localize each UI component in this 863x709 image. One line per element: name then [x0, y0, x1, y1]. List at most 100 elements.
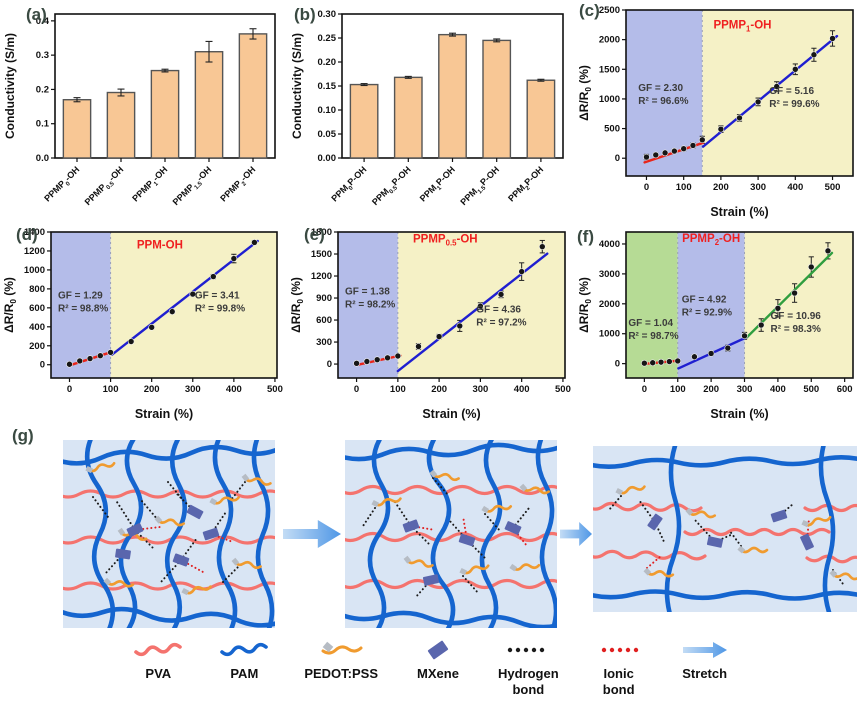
- svg-text:100: 100: [670, 384, 686, 395]
- svg-text:100: 100: [390, 384, 406, 395]
- svg-text:100: 100: [103, 384, 119, 395]
- legend-label-ibond: Ionic bond: [602, 666, 635, 698]
- svg-text:R² = 97.2%: R² = 97.2%: [476, 318, 526, 329]
- svg-text:Conductivity (S/m): Conductivity (S/m): [290, 33, 304, 139]
- svg-text:GF = 1.29: GF = 1.29: [58, 290, 103, 301]
- svg-text:400: 400: [770, 384, 786, 395]
- svg-text:0: 0: [327, 359, 332, 370]
- svg-text:400: 400: [29, 321, 45, 332]
- svg-text:Strain (%): Strain (%): [135, 407, 193, 421]
- svg-text:400: 400: [514, 384, 530, 395]
- svg-text:0: 0: [642, 384, 647, 395]
- panel-e-tag: (e): [304, 225, 325, 244]
- svg-text:Strain (%): Strain (%): [710, 205, 768, 219]
- svg-text:ΔR/R0 (%): ΔR/R0 (%): [577, 65, 593, 121]
- legend-label-mxene: MXene: [417, 666, 459, 681]
- panel-g: PVA PAM PEDOT:PSS MXene Hydrogen bond Io…: [0, 424, 863, 709]
- panel-b-tag: (b): [294, 5, 316, 24]
- svg-text:300: 300: [737, 384, 753, 395]
- svg-text:ΔR/R0 (%): ΔR/R0 (%): [289, 277, 305, 333]
- legend-label-pam: PAM: [230, 666, 259, 681]
- svg-text:PPMP0.5-OH: PPMP0.5-OH: [413, 234, 478, 248]
- svg-text:PPM0P-OH: PPM0P-OH: [329, 164, 370, 205]
- svg-text:PPMP2-OH: PPMP2-OH: [218, 164, 259, 205]
- legend-label-hbond: Hydrogen bond: [498, 666, 559, 698]
- svg-text:PPMP0-OH: PPMP0-OH: [42, 164, 83, 205]
- svg-text:1000: 1000: [599, 93, 620, 104]
- svg-text:200: 200: [713, 182, 729, 193]
- svg-text:PPM1P-OH: PPM1P-OH: [418, 164, 459, 205]
- svg-text:800: 800: [29, 283, 45, 294]
- svg-text:PPM-OH: PPM-OH: [137, 240, 183, 252]
- svg-text:R² = 98.8%: R² = 98.8%: [58, 303, 108, 314]
- svg-text:2000: 2000: [599, 298, 620, 309]
- svg-text:ΔR/R0 (%): ΔR/R0 (%): [2, 277, 18, 333]
- legend-label-pedot: PEDOT:PSS: [304, 666, 378, 681]
- svg-text:300: 300: [185, 384, 201, 395]
- panel-e: 0 100 200 300 400 500 0 300 600 900 1200 1500 1800 GF…: [288, 222, 575, 424]
- svg-text:0.1: 0.1: [36, 118, 50, 129]
- svg-text:Conductivity (S/m): Conductivity (S/m): [3, 33, 17, 139]
- strain-response-chart-d: 0 100 200 300 400 500 0 200 400 600 800 1000 1200 140…: [2, 227, 283, 422]
- svg-text:600: 600: [316, 315, 332, 326]
- svg-text:1000: 1000: [599, 328, 620, 339]
- svg-text:GF = 5.16: GF = 5.16: [769, 86, 814, 97]
- svg-text:GF = 2.30: GF = 2.30: [638, 83, 683, 94]
- svg-text:PPMP1-OH: PPMP1-OH: [713, 19, 771, 33]
- legend-item-mxene: MXene: [412, 638, 464, 682]
- svg-text:PPMP0.5-OH: PPMP0.5-OH: [83, 164, 128, 209]
- svg-text:GF = 4.92: GF = 4.92: [682, 294, 727, 305]
- svg-text:200: 200: [703, 384, 719, 395]
- svg-text:0: 0: [40, 359, 45, 370]
- svg-text:PPM0.5P-OH: PPM0.5P-OH: [370, 164, 415, 209]
- svg-text:PPM1.5P-OH: PPM1.5P-OH: [458, 164, 503, 209]
- conductivity-bar-chart-a: 0.0 0.1 0.2 0.3 0.4 PPMP0-OHPPMP0.5-OHPPMP1-O…: [3, 13, 276, 209]
- svg-text:GF = 4.36: GF = 4.36: [476, 305, 521, 316]
- panel-d-tag: (d): [16, 225, 38, 244]
- svg-text:1500: 1500: [311, 249, 332, 260]
- svg-text:0.05: 0.05: [318, 129, 337, 140]
- svg-text:R² = 98.2%: R² = 98.2%: [345, 299, 395, 310]
- svg-text:0.30: 0.30: [318, 9, 337, 20]
- ionic-bond-icon: [601, 647, 638, 653]
- panel-d: 0 100 200 300 400 500 0 200 400 600 800 1000 1200 140…: [1, 222, 287, 424]
- svg-text:200: 200: [431, 384, 447, 395]
- mxene-icon: [427, 640, 449, 660]
- svg-text:0.00: 0.00: [318, 153, 337, 164]
- svg-text:R² = 92.9%: R² = 92.9%: [682, 307, 732, 318]
- svg-text:600: 600: [837, 384, 853, 395]
- legend-label-stretch: Stretch: [682, 666, 728, 681]
- svg-text:1000: 1000: [24, 264, 45, 275]
- svg-text:R² = 99.6%: R² = 99.6%: [769, 99, 819, 110]
- svg-text:0.3: 0.3: [36, 50, 49, 61]
- strain-response-chart-e: 0 100 200 300 400 500 0 300 600 900 1200 1500 1800 GF…: [289, 227, 571, 422]
- svg-text:100: 100: [676, 182, 692, 193]
- svg-text:400: 400: [787, 182, 803, 193]
- svg-text:300: 300: [472, 384, 488, 395]
- svg-text:600: 600: [29, 302, 45, 313]
- svg-text:Strain (%): Strain (%): [422, 407, 480, 421]
- stretch-arrow-icon: [682, 642, 727, 658]
- legend-label-pva: PVA: [145, 666, 172, 681]
- svg-text:500: 500: [604, 123, 620, 134]
- pam-icon: [220, 642, 269, 657]
- svg-text:GF = 1.04: GF = 1.04: [628, 318, 673, 329]
- svg-text:R² = 98.7%: R² = 98.7%: [628, 331, 678, 342]
- svg-text:Strain (%): Strain (%): [710, 407, 768, 421]
- svg-text:0: 0: [615, 358, 620, 369]
- svg-text:0.15: 0.15: [318, 81, 337, 92]
- svg-text:PPM2P-OH: PPM2P-OH: [506, 164, 547, 205]
- svg-text:PPMP1.5-OH: PPMP1.5-OH: [171, 164, 216, 209]
- svg-text:500: 500: [267, 384, 283, 395]
- svg-text:1500: 1500: [599, 64, 620, 75]
- svg-text:R² = 96.6%: R² = 96.6%: [638, 96, 688, 107]
- svg-text:0: 0: [67, 384, 72, 395]
- svg-text:3000: 3000: [599, 268, 620, 279]
- svg-text:400: 400: [226, 384, 242, 395]
- svg-text:GF = 10.96: GF = 10.96: [771, 311, 822, 322]
- svg-text:0.20: 0.20: [318, 57, 337, 68]
- svg-text:0.4: 0.4: [36, 15, 50, 26]
- svg-text:200: 200: [29, 340, 45, 351]
- svg-text:0.25: 0.25: [318, 33, 337, 44]
